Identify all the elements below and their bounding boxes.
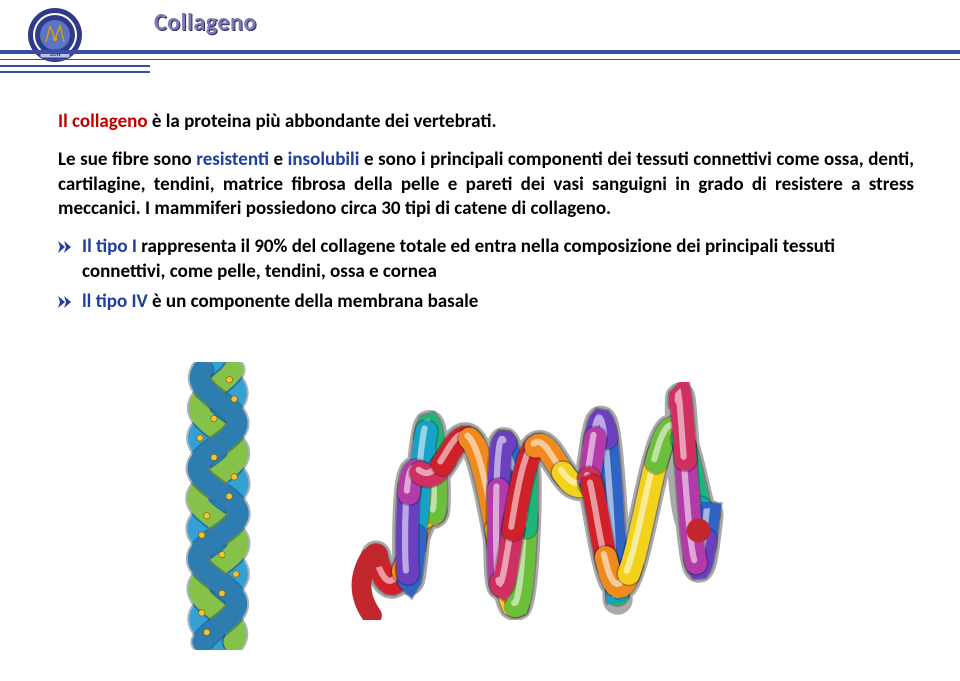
rule-4 — [0, 71, 150, 73]
rule-3 — [0, 65, 150, 67]
p2-pre: Le sue fibre sono — [58, 148, 196, 171]
bullet-text: ll tipo IV è un componente della membran… — [82, 290, 914, 314]
body-text: Il collageno è la proteina più abbondant… — [58, 110, 914, 320]
rainbow-coil-illustration — [346, 382, 756, 620]
p2-mid: e — [269, 148, 288, 171]
chevron-bullet-icon — [58, 241, 74, 253]
rule-2 — [0, 59, 960, 60]
p2-insoluble: insolubili — [288, 148, 360, 171]
triple-helix-illustration — [174, 362, 262, 650]
p2-resistant: resistenti — [196, 148, 269, 171]
bullet-item: Il tipo I rappresenta il 90% del collage… — [58, 235, 914, 284]
p1-lead: Il collageno — [58, 110, 148, 133]
paragraph-2: Le sue fibre sono resistenti e insolubil… — [58, 148, 914, 221]
bullet-lead: ll tipo IV — [82, 290, 148, 313]
p1-rest: è la proteina più abbondante dei vertebr… — [148, 110, 497, 133]
image-row — [0, 328, 960, 678]
bullet-item: ll tipo IV è un componente della membran… — [58, 290, 914, 314]
bullet-text: Il tipo I rappresenta il 90% del collage… — [82, 235, 914, 284]
paragraph-1: Il collageno è la proteina più abbondant… — [58, 110, 914, 134]
bullet-rest: è un componente della membrana basale — [148, 290, 479, 313]
bullet-list: Il tipo I rappresenta il 90% del collage… — [58, 235, 914, 314]
bullet-lead: Il tipo I — [82, 235, 137, 258]
slide-header: SUN Collageno — [0, 0, 960, 96]
rule-1 — [0, 50, 960, 54]
university-seal-logo: SUN — [26, 6, 84, 64]
slide-root: SUN Collageno Il collageno è la proteina… — [0, 0, 960, 681]
chevron-bullet-icon — [58, 296, 74, 308]
slide-title: Collageno — [154, 8, 257, 37]
bullet-rest: rappresenta il 90% del collagene totale … — [82, 235, 835, 282]
